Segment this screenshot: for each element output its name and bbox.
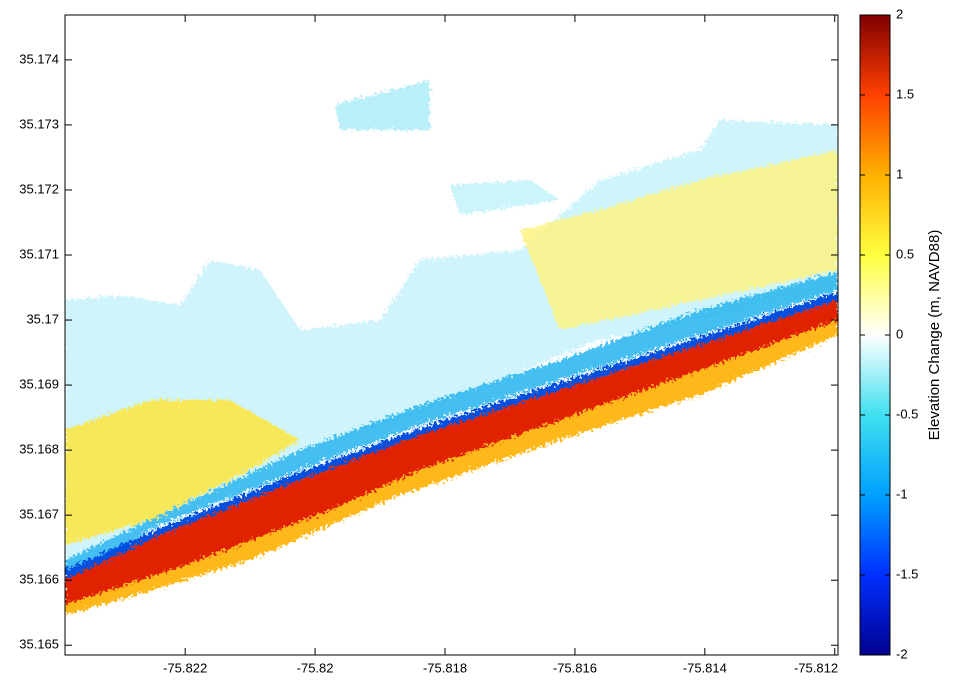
colorbar-tick-label: -1.5 (896, 566, 918, 581)
y-tick-label: 35.17 (26, 311, 59, 326)
x-tick-label: -75.814 (683, 660, 727, 675)
colorbar-tick-label: -1 (896, 486, 908, 501)
y-tick-label: 35.173 (19, 116, 59, 131)
y-tick-label: 35.168 (19, 442, 59, 457)
x-tick-label: -75.816 (553, 660, 597, 675)
x-tick-label: -75.812 (794, 660, 838, 675)
y-tick-label: 35.166 (19, 572, 59, 587)
colorbar-tick-label: 2 (896, 6, 903, 21)
colorbar-tick-label: -2 (896, 646, 908, 661)
colorbar-tick-label: 1 (896, 166, 903, 181)
colorbar-tick-label: 0.5 (896, 246, 914, 261)
plot-frame (64, 14, 839, 656)
y-tick-label: 35.172 (19, 181, 59, 196)
x-tick-label: -75.82 (297, 660, 334, 675)
x-tick-label: -75.818 (423, 660, 467, 675)
y-tick-label: 35.165 (19, 637, 59, 652)
x-tick-label: -75.822 (163, 660, 207, 675)
y-tick-label: 35.167 (19, 507, 59, 522)
y-tick-label: 35.169 (19, 377, 59, 392)
colorbar-tick-label: 0 (896, 326, 903, 341)
colorbar-tick-label: 1.5 (896, 86, 914, 101)
colorbar-tick-label: -0.5 (896, 406, 918, 421)
y-tick-label: 35.171 (19, 246, 59, 261)
y-tick-label: 35.174 (19, 51, 59, 66)
elevation-raster (65, 80, 838, 615)
colorbar-label: Elevation Change (m, NAVD88) (926, 230, 943, 441)
